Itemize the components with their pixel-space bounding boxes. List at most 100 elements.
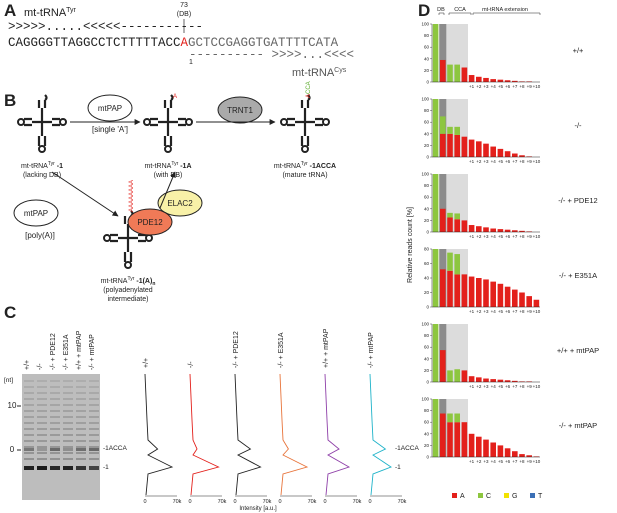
gel-band xyxy=(89,448,99,451)
bar xyxy=(512,289,518,307)
x-tick-label: +5 xyxy=(498,159,504,164)
x-tick-label: +1 xyxy=(469,84,475,89)
node-name: mt-tRNA xyxy=(21,163,48,170)
gel-band xyxy=(89,380,99,382)
chart-title: +/+ xyxy=(573,46,584,55)
bar xyxy=(476,76,482,82)
gel-band xyxy=(63,410,73,412)
bar xyxy=(468,376,475,382)
bar xyxy=(454,369,460,382)
x-tick-label: +2 xyxy=(476,159,482,164)
gel-band xyxy=(89,422,99,424)
y-tick-label: 40 xyxy=(424,56,430,61)
x-tick-label: +5 xyxy=(498,309,504,314)
panel-a: A mt-tRNATyr 73 (DB) >>>>>.....<<<<<----… xyxy=(4,1,354,79)
x-tick-label: +10 xyxy=(533,309,541,314)
gel-band xyxy=(63,404,73,406)
x-tick-label: +6 xyxy=(505,309,511,314)
bar xyxy=(483,143,489,157)
bar xyxy=(497,148,504,157)
gel-band xyxy=(37,446,47,448)
enzyme-label: mtPAP xyxy=(24,209,48,218)
db-shade xyxy=(439,24,447,82)
bar xyxy=(440,208,446,232)
x-tick-label: +6 xyxy=(505,84,511,89)
legend-swatch xyxy=(530,493,535,498)
bar xyxy=(454,219,460,232)
bar xyxy=(497,379,504,382)
gel-band xyxy=(24,440,34,442)
x-tick-label: +8 xyxy=(519,459,525,464)
trace-tick: 70k xyxy=(308,499,317,505)
node-sup: Tyr xyxy=(301,161,308,167)
gel-band xyxy=(50,428,60,430)
bar xyxy=(526,156,532,157)
bar xyxy=(504,229,511,232)
structure-bottom: ---------- >>>>...<<<< xyxy=(189,48,354,62)
x-tick-label: +3 xyxy=(483,309,489,314)
bar xyxy=(512,230,518,232)
node-name: mt-tRNA xyxy=(274,163,301,170)
gel-band xyxy=(76,440,86,442)
trna-title: mt-tRNATyr xyxy=(24,7,77,19)
bar xyxy=(526,381,532,382)
cys-text: mt-tRNA xyxy=(292,67,335,79)
bar xyxy=(476,141,482,157)
x-tick-label: +9 xyxy=(527,459,533,464)
gel-band xyxy=(37,466,47,470)
x-tick-label: +6 xyxy=(505,384,511,389)
region-bracket xyxy=(438,12,541,15)
trace-tick: 0 xyxy=(278,499,281,505)
chart-title: -/- + PDE12 xyxy=(558,196,597,205)
y-tick-label: 0 xyxy=(426,455,429,460)
bar xyxy=(440,413,446,457)
bar xyxy=(526,455,532,457)
bar xyxy=(497,79,504,82)
bar xyxy=(468,276,475,307)
trace xyxy=(189,373,220,496)
bar xyxy=(454,413,460,423)
y-tick-label: 60 xyxy=(424,195,430,200)
lane-label: -/- + E351A xyxy=(63,334,70,370)
y-tick-label: 100 xyxy=(421,172,429,177)
bar xyxy=(533,299,540,307)
x-tick-label: +5 xyxy=(498,384,504,389)
gel-band xyxy=(24,404,34,406)
y-tick-label: 80 xyxy=(424,183,430,188)
chart-title: +/+ + mtPAP xyxy=(557,346,599,355)
title-text: mt-tRNA xyxy=(24,7,67,19)
y-tick-label: 40 xyxy=(424,276,430,281)
enzyme-label: TRNT1 xyxy=(227,106,253,115)
bar xyxy=(447,64,453,82)
node-label: mt-tRNATyr -1A xyxy=(144,161,191,170)
bar xyxy=(440,350,446,382)
y-tick-label: 40 xyxy=(424,431,430,436)
panel-label: B xyxy=(4,91,16,110)
gel-band xyxy=(63,392,73,394)
y-tick-label: 20 xyxy=(424,443,430,448)
gel-band xyxy=(89,428,99,430)
y-tick-label: 40 xyxy=(424,206,430,211)
gel-band xyxy=(89,446,99,448)
position-note: (DB) xyxy=(177,11,191,18)
trna-icon xyxy=(142,93,194,154)
region-label: DB xyxy=(437,7,445,13)
bar xyxy=(447,217,453,232)
node-labels: mt-tRNATyr -1(lacking DB)mt-tRNATyr -1A(… xyxy=(21,161,336,303)
bar xyxy=(461,274,468,307)
gel-band xyxy=(63,428,73,430)
trace-tick: 0 xyxy=(368,499,371,505)
trace-tick: 70k xyxy=(398,499,407,505)
trace-tick: 0 xyxy=(143,499,146,505)
position-label: 73 xyxy=(180,2,188,9)
gel-band xyxy=(37,452,47,454)
gel-band xyxy=(63,458,73,460)
trace-tick: 0 xyxy=(188,499,191,505)
gel-band xyxy=(76,458,86,460)
bar xyxy=(519,454,525,457)
gel-band xyxy=(89,398,99,400)
x-tick-label: +4 xyxy=(491,459,497,464)
y-tick-label: 100 xyxy=(421,322,429,327)
gel-band xyxy=(24,458,34,460)
enzyme xyxy=(87,94,133,122)
